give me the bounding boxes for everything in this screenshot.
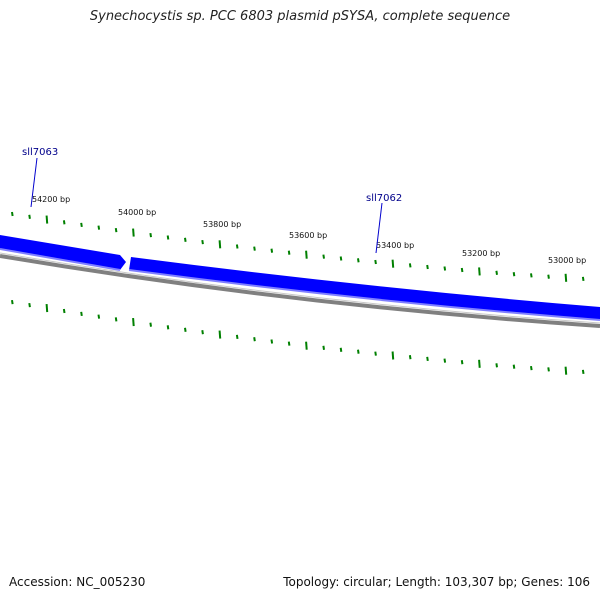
outer-ring-tick bbox=[512, 272, 516, 277]
gene-label-sll7062[interactable]: sll7062 bbox=[366, 193, 402, 204]
accession-label: Accession: bbox=[9, 575, 73, 589]
inner-ring-tick bbox=[132, 318, 135, 327]
outer-ring-tick bbox=[287, 250, 291, 255]
tick-label-54200: 54200 bp bbox=[32, 195, 70, 204]
inner-ring-tick bbox=[62, 308, 66, 314]
inner-ring-tick bbox=[80, 311, 83, 317]
outer-ring-tick bbox=[235, 244, 239, 249]
outer-tick-ring bbox=[11, 211, 585, 282]
inner-ring-tick bbox=[149, 322, 152, 327]
inner-ring-tick bbox=[235, 334, 239, 340]
outer-ring-tick bbox=[201, 239, 204, 245]
inner-ring-tick bbox=[408, 355, 412, 360]
inner-ring-tick bbox=[547, 367, 550, 372]
outer-ring-tick bbox=[305, 250, 308, 259]
inner-ring-tick bbox=[270, 339, 274, 344]
tick-label-53200: 53200 bp bbox=[462, 249, 500, 258]
inner-ring-tick bbox=[218, 330, 222, 339]
outer-ring-tick bbox=[62, 220, 66, 225]
outer-ring-tick bbox=[391, 259, 395, 268]
inner-ring-tick bbox=[287, 341, 291, 346]
plasmid-backbone bbox=[0, 254, 600, 328]
inner-ring-tick bbox=[184, 327, 187, 332]
outer-ring-tick bbox=[339, 256, 343, 261]
topology-label: Topology: bbox=[283, 575, 340, 589]
tick-label-53800: 53800 bp bbox=[203, 220, 241, 229]
outer-ring-tick bbox=[374, 259, 377, 265]
inner-ring-tick bbox=[581, 369, 585, 375]
inner-ring-tick bbox=[253, 337, 256, 342]
outer-ring-tick bbox=[218, 240, 222, 249]
sequence-summary: Topology: circular; Length: 103,307 bp; … bbox=[283, 575, 590, 589]
outer-ring-tick bbox=[322, 254, 325, 259]
inner-ring-tick bbox=[564, 366, 568, 375]
gene-label-sll7063[interactable]: sll7063 bbox=[22, 147, 58, 158]
outer-ring-tick bbox=[547, 274, 550, 279]
length-label: Length: bbox=[395, 575, 441, 589]
inner-ring-tick bbox=[495, 363, 498, 368]
gene-sll7063[interactable] bbox=[0, 235, 126, 270]
outer-ring-tick bbox=[114, 227, 118, 233]
map-title: Synechocystis sp. PCC 6803 plasmid pSYSA… bbox=[89, 9, 511, 24]
outer-ring-tick bbox=[166, 235, 170, 240]
inner-ring-tick bbox=[374, 351, 377, 356]
inner-tick-ring bbox=[11, 299, 585, 375]
inner-ring-tick bbox=[97, 314, 101, 319]
gene-sll7062-edge bbox=[128, 269, 600, 321]
genes-label: Genes: bbox=[521, 575, 564, 589]
inner-ring-tick bbox=[512, 364, 516, 369]
inner-ring-tick bbox=[339, 347, 343, 352]
outer-ring-tick bbox=[564, 273, 568, 282]
plasmid-backbone-highlight bbox=[0, 252, 600, 324]
outer-ring-tick bbox=[530, 273, 533, 278]
inner-ring-tick bbox=[166, 325, 170, 330]
inner-ring-tick bbox=[28, 302, 31, 308]
outer-ring-tick bbox=[581, 276, 585, 282]
outer-ring-tick bbox=[443, 266, 447, 271]
outer-ring-tick bbox=[495, 270, 498, 275]
inner-ring-tick bbox=[305, 341, 308, 350]
outer-ring-tick bbox=[357, 258, 360, 263]
length-value: 103,307 bp; bbox=[444, 575, 518, 589]
gene-sll7063-edge bbox=[0, 248, 121, 271]
outer-ring-tick bbox=[80, 222, 83, 228]
inner-ring-tick bbox=[478, 359, 481, 368]
gene-label-leader-sll7062 bbox=[375, 202, 383, 254]
outer-ring-tick bbox=[97, 225, 101, 230]
topology-value: circular; bbox=[343, 575, 392, 589]
inner-ring-tick bbox=[114, 317, 118, 322]
outer-ring-tick bbox=[28, 214, 31, 219]
inner-ring-tick bbox=[530, 365, 533, 371]
inner-ring-tick bbox=[11, 299, 14, 305]
inner-ring-tick bbox=[460, 360, 464, 365]
outer-ring-tick bbox=[478, 267, 481, 276]
genes-value: 106 bbox=[567, 575, 590, 589]
tick-label-54000: 54000 bp bbox=[118, 208, 156, 217]
inner-ring-tick bbox=[201, 330, 204, 335]
accession-value: NC_005230 bbox=[76, 575, 146, 589]
accession-info: Accession: NC_005230 bbox=[9, 575, 145, 589]
outer-ring-tick bbox=[460, 267, 464, 273]
inner-ring-tick bbox=[391, 351, 395, 360]
inner-ring-tick bbox=[426, 356, 429, 362]
outer-ring-tick bbox=[270, 248, 274, 253]
outer-ring-tick bbox=[184, 237, 187, 242]
inner-ring-tick bbox=[443, 358, 447, 363]
gene-label-leader-sll7063 bbox=[30, 157, 38, 208]
outer-ring-tick bbox=[149, 232, 152, 238]
outer-ring-tick bbox=[426, 264, 429, 270]
tick-label-53400: 53400 bp bbox=[376, 241, 414, 250]
inner-ring-tick bbox=[322, 345, 325, 350]
outer-ring-tick bbox=[45, 215, 49, 224]
inner-ring-tick bbox=[357, 349, 360, 354]
tick-label-53000: 53000 bp bbox=[548, 256, 586, 265]
tick-label-53600: 53600 bp bbox=[289, 231, 327, 240]
outer-ring-tick bbox=[253, 246, 256, 251]
outer-ring-tick bbox=[132, 228, 135, 237]
outer-ring-tick bbox=[408, 263, 412, 268]
inner-ring-tick bbox=[45, 304, 49, 313]
outer-ring-tick bbox=[11, 211, 14, 217]
gene-sll7062[interactable] bbox=[129, 257, 600, 320]
